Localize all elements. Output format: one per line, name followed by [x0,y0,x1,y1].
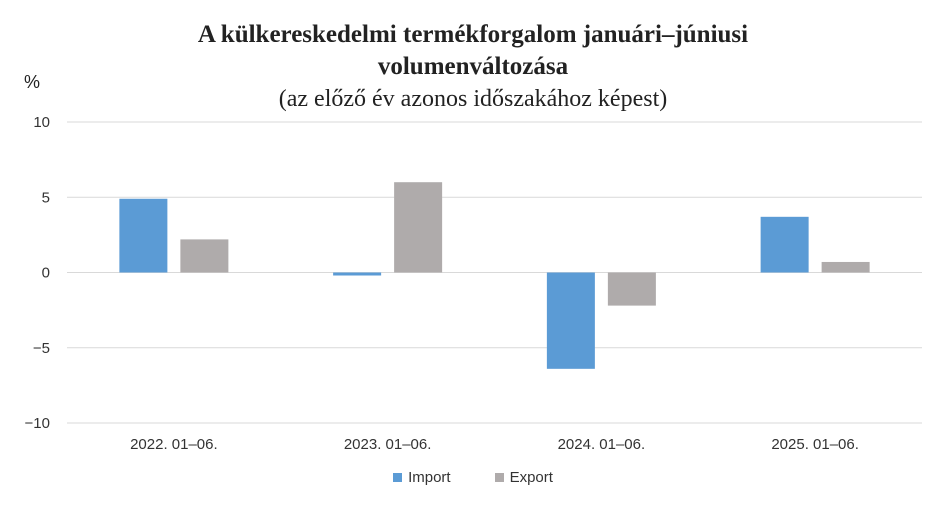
y-tick-label: −10 [25,415,50,432]
legend-label-import: Import [408,469,451,486]
legend-swatch-import [393,473,403,482]
bar-import-1 [119,198,168,273]
legend-label-export: Export [509,469,553,486]
y-axis-unit: % [24,72,41,92]
bar-import-2 [333,272,382,276]
y-tick-label: 0 [42,265,50,282]
x-tick-label: 2024. 01–06. [558,436,646,453]
y-tick-label: 5 [42,189,50,206]
y-tick-label: 10 [33,114,50,131]
bar-import-3 [546,272,595,369]
chart-title-line-2: volumenváltozása [377,53,569,80]
legend-item-import: Import [393,469,451,486]
chart-title-line-1: A külkereskedelmi termékforgalom januári… [197,21,749,48]
y-tick-label: −5 [33,340,50,357]
bar-export-3 [607,272,656,306]
chart-subtitle: (az előző év azonos időszakához képest) [278,86,668,112]
legend-swatch-export [494,473,504,482]
legend-item-export: Export [494,469,553,486]
bar-export-1 [180,239,229,273]
bar-import-4 [760,216,809,273]
legend: Import Export [0,469,946,486]
x-tick-label: 2025. 01–06. [771,436,859,453]
bar-export-4 [821,261,870,273]
bar-export-2 [394,182,443,273]
x-tick-label: 2023. 01–06. [344,436,432,453]
x-tick-label: 2022. 01–06. [130,436,218,453]
